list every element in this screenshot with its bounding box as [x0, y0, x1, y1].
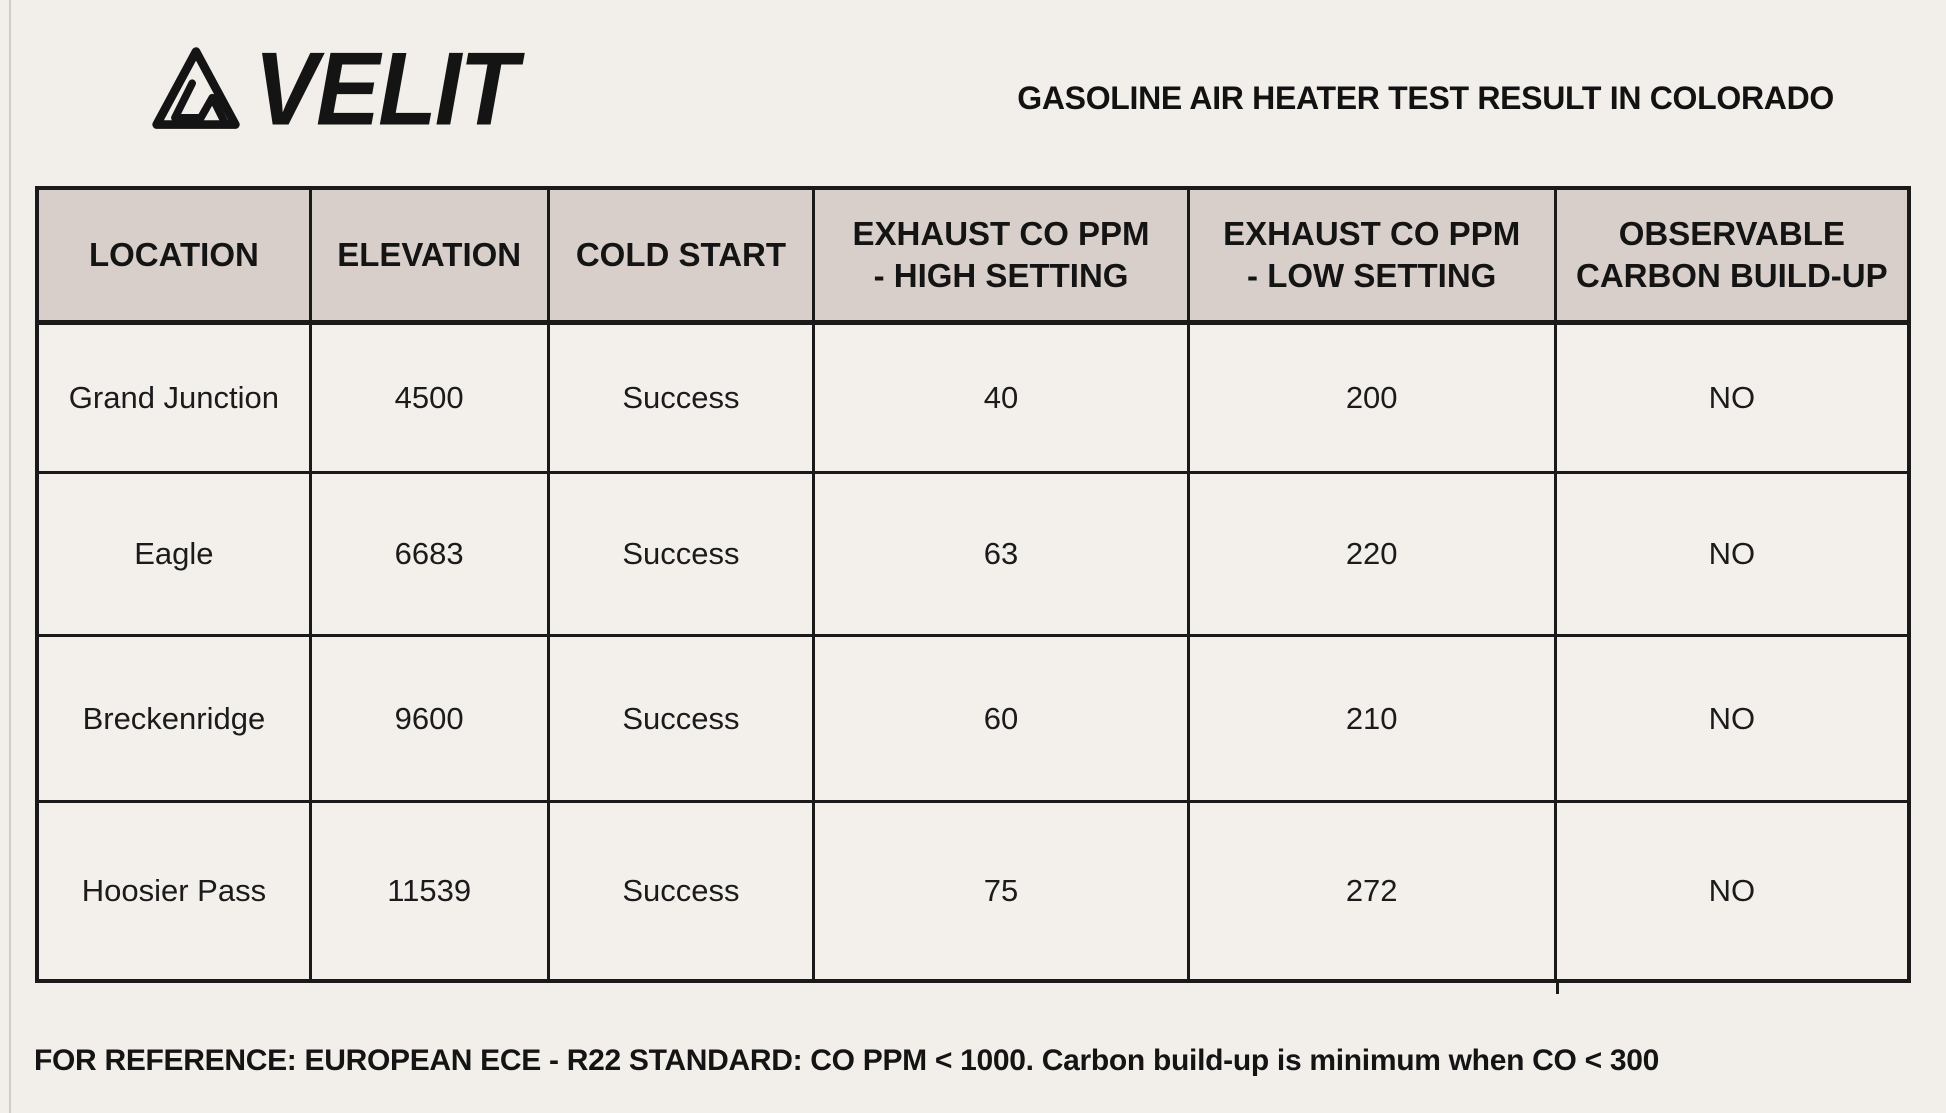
table-header-row: LOCATION ELEVATION COLD START EXHAUST CO… — [35, 186, 1911, 325]
triangle-logo-icon — [152, 47, 240, 129]
cell-co-low: 210 — [1186, 634, 1557, 803]
scan-artifact-tick — [1556, 981, 1559, 994]
cell-co-low: 220 — [1186, 471, 1557, 637]
cell-elevation: 11539 — [308, 800, 550, 982]
results-table: LOCATION ELEVATION COLD START EXHAUST CO… — [35, 186, 1911, 994]
col-header-co-low: EXHAUST CO PPM - LOW SETTING — [1186, 186, 1557, 325]
brand-logo: VELIT — [148, 31, 518, 148]
cell-carbon-buildup: NO — [1553, 321, 1911, 474]
table-row: Hoosier Pass 11539 Success 75 272 NO — [35, 800, 1911, 982]
cell-co-high: 63 — [812, 471, 1190, 637]
cell-elevation: 6683 — [308, 471, 550, 637]
table-row: Eagle 6683 Success 63 220 NO — [35, 471, 1911, 637]
col-header-co-high: EXHAUST CO PPM - HIGH SETTING — [812, 186, 1190, 325]
test-results-table: LOCATION ELEVATION COLD START EXHAUST CO… — [35, 186, 1911, 983]
col-header-cold-start: COLD START — [546, 186, 816, 325]
page-title: GASOLINE AIR HEATER TEST RESULT IN COLOR… — [1017, 80, 1834, 116]
cell-elevation: 9600 — [308, 634, 550, 803]
cell-carbon-buildup: NO — [1553, 471, 1911, 637]
cell-cold-start: Success — [546, 321, 816, 474]
cell-location: Eagle — [35, 471, 312, 637]
cell-cold-start: Success — [546, 634, 816, 803]
cell-co-high: 60 — [812, 634, 1190, 803]
cell-cold-start: Success — [546, 800, 816, 982]
brand-name: VELIT — [254, 31, 518, 148]
cell-co-high: 75 — [812, 800, 1190, 982]
col-header-carbon-buildup: OBSERVABLE CARBON BUILD-UP — [1553, 186, 1911, 325]
cell-location: Grand Junction — [35, 321, 312, 474]
page-edge-line — [9, 0, 11, 1113]
cell-elevation: 4500 — [308, 321, 550, 474]
cell-co-low: 200 — [1186, 321, 1557, 474]
cell-carbon-buildup: NO — [1553, 800, 1911, 982]
cell-location: Breckenridge — [35, 634, 312, 803]
col-header-location: LOCATION — [35, 186, 312, 325]
cell-cold-start: Success — [546, 471, 816, 637]
reference-note: FOR REFERENCE: EUROPEAN ECE - R22 STANDA… — [34, 1044, 1659, 1077]
table-row: Breckenridge 9600 Success 60 210 NO — [35, 634, 1911, 803]
cell-location: Hoosier Pass — [35, 800, 312, 982]
cell-co-low: 272 — [1186, 800, 1557, 982]
table-row: Grand Junction 4500 Success 40 200 NO — [35, 321, 1911, 474]
cell-co-high: 40 — [812, 321, 1190, 474]
col-header-elevation: ELEVATION — [308, 186, 550, 325]
cell-carbon-buildup: NO — [1553, 634, 1911, 803]
